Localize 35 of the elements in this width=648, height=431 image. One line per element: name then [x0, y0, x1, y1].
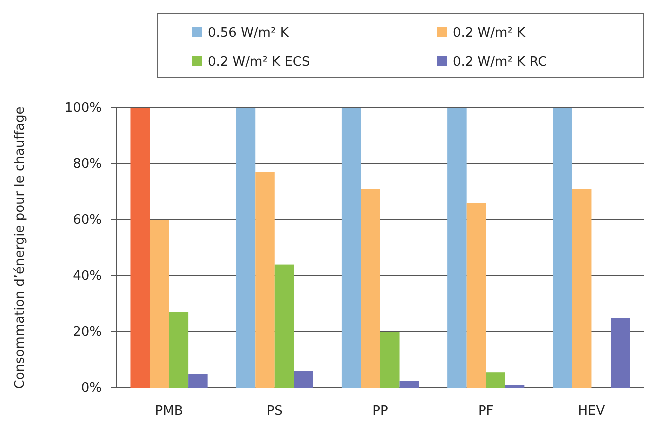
y-tick-label: 80%: [73, 157, 102, 172]
bar: [448, 108, 467, 388]
bar: [130, 108, 150, 388]
x-tick-label: PP: [372, 404, 388, 419]
y-tick-label: 40%: [73, 269, 102, 284]
legend-label: 0.2 W/m² K ECS: [208, 55, 310, 70]
x-tick-label: PF: [478, 404, 494, 419]
bar: [380, 332, 400, 388]
y-tick-label: 100%: [64, 101, 102, 116]
bar: [256, 172, 275, 388]
y-tick-label: 20%: [73, 325, 102, 340]
bar: [150, 220, 170, 388]
bar: [188, 374, 208, 388]
bar: [610, 318, 630, 388]
bar: [274, 264, 294, 388]
legend-label: 0.2 W/m² K RC: [453, 55, 548, 70]
bar: [361, 189, 380, 388]
x-tick-label: HEV: [578, 404, 606, 419]
x-tick-label: PMB: [155, 404, 184, 419]
bar: [169, 312, 189, 388]
bar: [236, 108, 256, 388]
bar: [486, 372, 506, 388]
bar: [572, 189, 592, 388]
legend-label: 0.56 W/m² K: [208, 26, 290, 41]
bar: [466, 203, 486, 388]
bar: [294, 371, 314, 388]
bar: [505, 385, 525, 388]
y-tick-label: 0%: [81, 381, 102, 396]
bar: [400, 381, 420, 388]
y-axis-title: Consommation d’énergie pour le chauffage: [13, 106, 28, 390]
bar: [553, 108, 572, 388]
x-tick-label: PS: [266, 404, 283, 419]
y-tick-label: 60%: [73, 213, 102, 228]
bar: [342, 108, 362, 388]
legend-label: 0.2 W/m² K: [453, 26, 526, 41]
